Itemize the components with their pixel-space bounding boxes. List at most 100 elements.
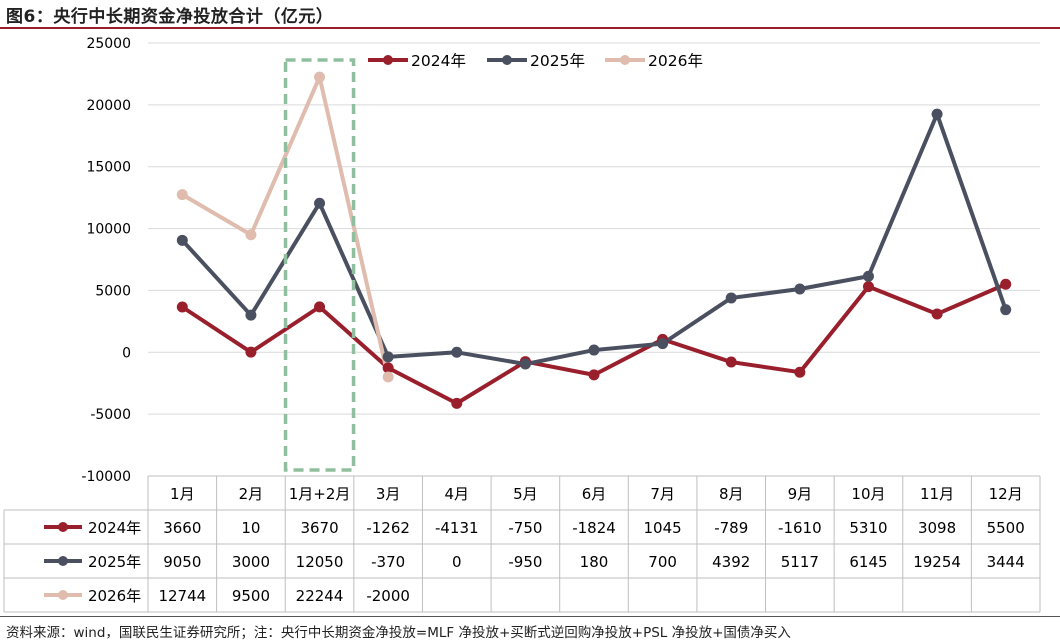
table-row-label: 2026年 — [88, 587, 141, 605]
data-point-2-2 — [314, 71, 326, 83]
y-tick-label: -5000 — [90, 407, 131, 423]
table-cell-value: -750 — [508, 519, 542, 537]
table-cell-value: -370 — [371, 553, 405, 571]
y-tick-label: -10000 — [81, 469, 131, 485]
data-point-0-12 — [1000, 278, 1012, 290]
data-point-1-2 — [314, 197, 326, 209]
legend-marker-2 — [620, 55, 630, 65]
y-tick-label: 5000 — [95, 283, 131, 299]
legend-marker-1 — [502, 55, 512, 65]
data-point-0-0 — [176, 301, 188, 313]
y-tick-label: 0 — [122, 345, 131, 361]
table-cell-value: 0 — [452, 553, 462, 571]
table-cell-value: -2000 — [366, 587, 410, 605]
series-points — [176, 71, 1012, 409]
table-cell-value: -789 — [714, 519, 748, 537]
x-category-label: 1月 — [170, 485, 195, 503]
data-point-1-11 — [931, 108, 943, 120]
table-cell-value: 3000 — [232, 553, 270, 571]
table-legend-marker — [58, 522, 68, 532]
table-cell-value: 9500 — [232, 587, 270, 605]
table-cell-value: 19254 — [913, 553, 961, 571]
table-cell-value: 5117 — [781, 553, 819, 571]
table-cell-value: 700 — [648, 553, 677, 571]
x-category-label: 7月 — [650, 485, 675, 503]
table-cell-value: 5310 — [849, 519, 887, 537]
legend-label: 2025年 — [530, 52, 585, 70]
table-cell-value: 5500 — [987, 519, 1025, 537]
table-cell-value: 22244 — [296, 587, 344, 605]
x-category-label: 3月 — [376, 485, 401, 503]
data-point-2-0 — [176, 189, 188, 201]
table-cell-value: 3660 — [163, 519, 201, 537]
data-point-0-4 — [451, 397, 463, 409]
data-point-1-7 — [657, 338, 669, 350]
table-cell-value: 6145 — [849, 553, 887, 571]
data-point-0-1 — [245, 346, 257, 358]
highlight-rect — [283, 58, 356, 472]
x-category-label: 6月 — [582, 485, 607, 503]
data-point-0-11 — [931, 308, 943, 320]
x-category-label: 10月 — [851, 485, 885, 503]
legend-label: 2026年 — [648, 52, 703, 70]
table-cell-value: 180 — [580, 553, 609, 571]
legend-label: 2024年 — [411, 52, 466, 70]
title-rule — [0, 27, 1060, 29]
data-point-1-5 — [519, 358, 531, 370]
table-cell-value: -1262 — [366, 519, 410, 537]
table-cell-value: 12050 — [296, 553, 344, 571]
table-cell-value: 3670 — [300, 519, 338, 537]
table-cell-value: 3098 — [918, 519, 956, 537]
table-cell-value: 12744 — [158, 587, 206, 605]
y-tick-label: 25000 — [86, 36, 131, 52]
data-point-1-12 — [1000, 304, 1012, 316]
data-point-0-3 — [382, 362, 394, 374]
y-tick-label: 10000 — [86, 222, 131, 238]
x-category-label: 11月 — [920, 485, 954, 503]
x-category-label: 5月 — [513, 485, 538, 503]
data-point-2-1 — [245, 229, 257, 241]
highlight-box — [283, 58, 356, 472]
data-point-2-3 — [382, 371, 394, 383]
line-chart: 25000 20000 15000 10000 5000 0 -5000 -10000 202… — [3, 36, 1041, 613]
y-tick-label: 20000 — [86, 98, 131, 114]
x-category-label: 1月+2月 — [289, 485, 351, 503]
data-point-1-10 — [862, 270, 874, 282]
x-category-label: 9月 — [788, 485, 813, 503]
table-cell-value: 1045 — [644, 519, 682, 537]
data-point-1-0 — [176, 234, 188, 246]
x-category-label: 12月 — [989, 485, 1023, 503]
table-cell-value: 4392 — [712, 553, 750, 571]
data-point-1-8 — [725, 292, 737, 304]
legend-marker-0 — [383, 55, 393, 65]
data-point-0-10 — [862, 281, 874, 293]
data-point-0-8 — [725, 356, 737, 368]
table-cell-value: -4131 — [435, 519, 479, 537]
data-point-1-3 — [382, 351, 394, 363]
table-cell-value: 10 — [241, 519, 260, 537]
table-legend-marker — [58, 590, 68, 600]
chart-title: 图6：央行中长期资金净投放合计（亿元） — [6, 7, 334, 27]
table-legend-marker — [58, 556, 68, 566]
table-cell-value: -1610 — [778, 519, 822, 537]
table-row-label: 2025年 — [88, 553, 141, 571]
data-point-1-1 — [245, 309, 257, 321]
gridlines — [148, 42, 1040, 415]
x-category-label: 8月 — [719, 485, 744, 503]
table-cell-value: -1824 — [572, 519, 616, 537]
series-line-0 — [180, 282, 1008, 406]
data-table: 1月 2月 1月+2月 3月 4月 5月 6月 7月 8月 9月 10月 11月 12月 2024年 366… — [3, 475, 1041, 613]
table-cell-value: 3444 — [987, 553, 1025, 571]
x-category-label: 2月 — [239, 485, 264, 503]
data-point-0-9 — [794, 366, 806, 378]
series-line-2 — [180, 75, 391, 380]
data-point-1-9 — [794, 283, 806, 295]
data-point-0-2 — [314, 301, 326, 313]
x-category-label: 4月 — [444, 485, 469, 503]
table-cell-value: 9050 — [163, 553, 201, 571]
data-point-1-4 — [451, 346, 463, 358]
source-note: 资料来源：wind，国联民生证券研究所；注：央行中长期资金净投放=MLF 净投放… — [6, 625, 791, 641]
table-cell-value: -950 — [508, 553, 542, 571]
series-line-1 — [180, 112, 1008, 367]
y-tick-label: 15000 — [86, 160, 131, 176]
